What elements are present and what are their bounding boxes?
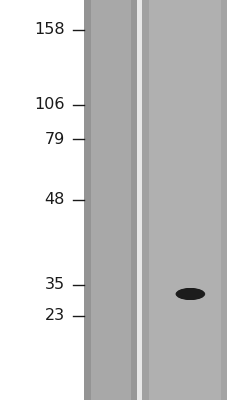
Bar xyxy=(136,0,142,400)
Ellipse shape xyxy=(185,290,194,298)
Ellipse shape xyxy=(179,289,200,299)
Ellipse shape xyxy=(178,289,201,299)
Ellipse shape xyxy=(183,290,196,298)
Bar xyxy=(84,0,136,400)
Ellipse shape xyxy=(180,289,200,299)
Ellipse shape xyxy=(175,288,204,300)
Text: 79: 79 xyxy=(44,132,65,147)
Bar xyxy=(220,0,227,400)
Bar xyxy=(84,0,90,400)
Text: 48: 48 xyxy=(44,192,65,208)
Ellipse shape xyxy=(180,289,199,299)
Ellipse shape xyxy=(184,290,195,298)
Ellipse shape xyxy=(177,288,202,300)
Ellipse shape xyxy=(187,291,192,297)
Ellipse shape xyxy=(181,290,198,298)
Ellipse shape xyxy=(185,290,194,298)
Bar xyxy=(142,0,227,400)
Ellipse shape xyxy=(184,290,195,298)
Ellipse shape xyxy=(183,290,197,298)
Text: 23: 23 xyxy=(45,308,65,324)
Ellipse shape xyxy=(181,290,198,298)
Ellipse shape xyxy=(178,289,201,299)
Text: 35: 35 xyxy=(45,277,65,292)
Bar xyxy=(130,0,136,400)
Ellipse shape xyxy=(186,291,193,297)
Ellipse shape xyxy=(175,288,204,300)
Ellipse shape xyxy=(182,290,197,298)
Text: 158: 158 xyxy=(34,22,65,38)
Ellipse shape xyxy=(187,291,192,297)
Ellipse shape xyxy=(176,288,203,300)
Bar xyxy=(142,0,149,400)
Ellipse shape xyxy=(177,288,202,300)
Text: 106: 106 xyxy=(34,97,65,112)
